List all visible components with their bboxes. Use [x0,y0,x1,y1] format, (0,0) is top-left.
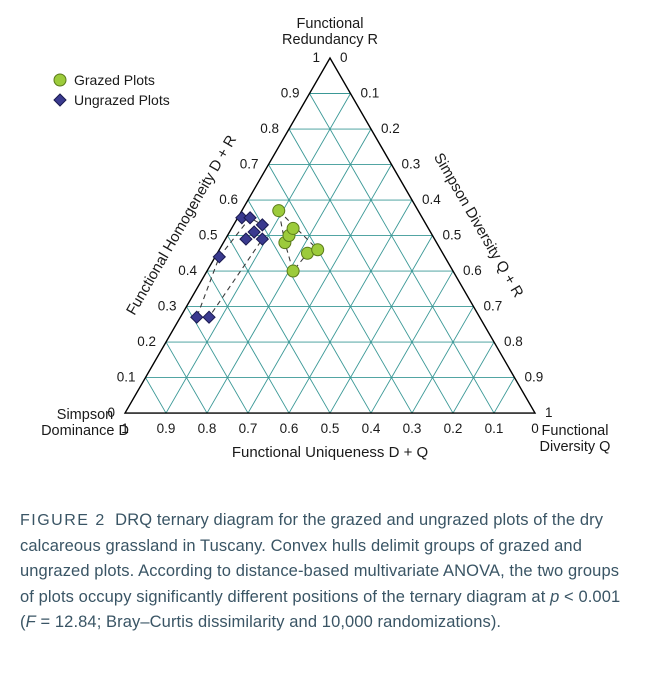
axis-label-bottom: Functional Uniqueness D + Q [232,444,428,461]
svg-text:0.3: 0.3 [402,157,421,172]
data-point [203,311,215,323]
svg-text:0.1: 0.1 [485,421,504,436]
data-point [213,251,225,263]
svg-text:0.1: 0.1 [361,86,380,101]
legend-marker-diamond [54,94,66,106]
data-point [248,226,260,238]
ternary-chart: 0010.10.10.90.20.20.80.30.30.70.40.40.60… [20,10,630,490]
data-point [287,222,299,234]
vertex-label-top: Functional [297,16,364,32]
svg-text:0.4: 0.4 [362,421,381,436]
legend-marker-circle [54,74,66,86]
svg-text:0.3: 0.3 [403,421,422,436]
legend-label: Grazed Plots [74,72,155,88]
svg-text:Dominance D: Dominance D [41,423,129,439]
legend: Grazed Plots Ungrazed Plots [54,72,170,108]
svg-text:0.7: 0.7 [240,157,259,172]
axis-label-left: Functional Homogeneity D + R [123,132,240,318]
data-point [287,265,299,277]
svg-text:0.6: 0.6 [280,421,299,436]
svg-text:Diversity Q: Diversity Q [540,439,611,455]
svg-text:1: 1 [545,405,553,420]
svg-text:0: 0 [340,50,348,65]
svg-text:0.4: 0.4 [422,192,441,207]
data-point [191,311,203,323]
svg-text:1: 1 [312,50,320,65]
caption-italic-p: p [550,588,559,606]
vertex-label-left: Simpson [57,407,113,423]
svg-text:0: 0 [531,421,539,436]
svg-text:0.3: 0.3 [158,299,177,314]
svg-text:0.1: 0.1 [117,370,136,385]
svg-text:0.4: 0.4 [178,263,197,278]
figure-label: FIGURE 2 [20,512,106,529]
svg-text:0.9: 0.9 [525,370,544,385]
legend-label: Ungrazed Plots [74,92,170,108]
svg-text:0.6: 0.6 [219,192,238,207]
caption-part-0: DRQ ternary diagram for the grazed and u… [20,511,619,606]
svg-text:0.8: 0.8 [504,334,523,349]
svg-text:Redundancy R: Redundancy R [282,32,378,48]
ternary-grid [146,94,515,414]
svg-text:0.8: 0.8 [260,121,279,136]
svg-text:0.9: 0.9 [281,86,300,101]
data-point [273,205,285,217]
svg-text:0.2: 0.2 [381,121,400,136]
svg-text:0.8: 0.8 [198,421,217,436]
caption-part-4: = 12.84; Bray–Curtis dissimilarity and 1… [36,613,501,631]
svg-text:0.6: 0.6 [463,263,482,278]
data-point [256,233,268,245]
svg-text:0.5: 0.5 [321,421,340,436]
svg-text:0.7: 0.7 [239,421,258,436]
data-point [312,244,324,256]
data-point [256,219,268,231]
figure-caption: FIGURE 2 DRQ ternary diagram for the gra… [20,508,630,636]
vertex-label-right: Functional [542,423,609,439]
data-point [240,233,252,245]
svg-text:0.9: 0.9 [157,421,176,436]
data-point [244,212,256,224]
svg-text:0.5: 0.5 [443,228,462,243]
svg-text:0.2: 0.2 [137,334,156,349]
svg-text:0.7: 0.7 [484,299,503,314]
caption-italic-F: F [26,613,36,631]
svg-text:0.5: 0.5 [199,228,218,243]
svg-text:0.2: 0.2 [444,421,463,436]
svg-text:Functional Homogeneity D + R: Functional Homogeneity D + R [123,132,240,318]
